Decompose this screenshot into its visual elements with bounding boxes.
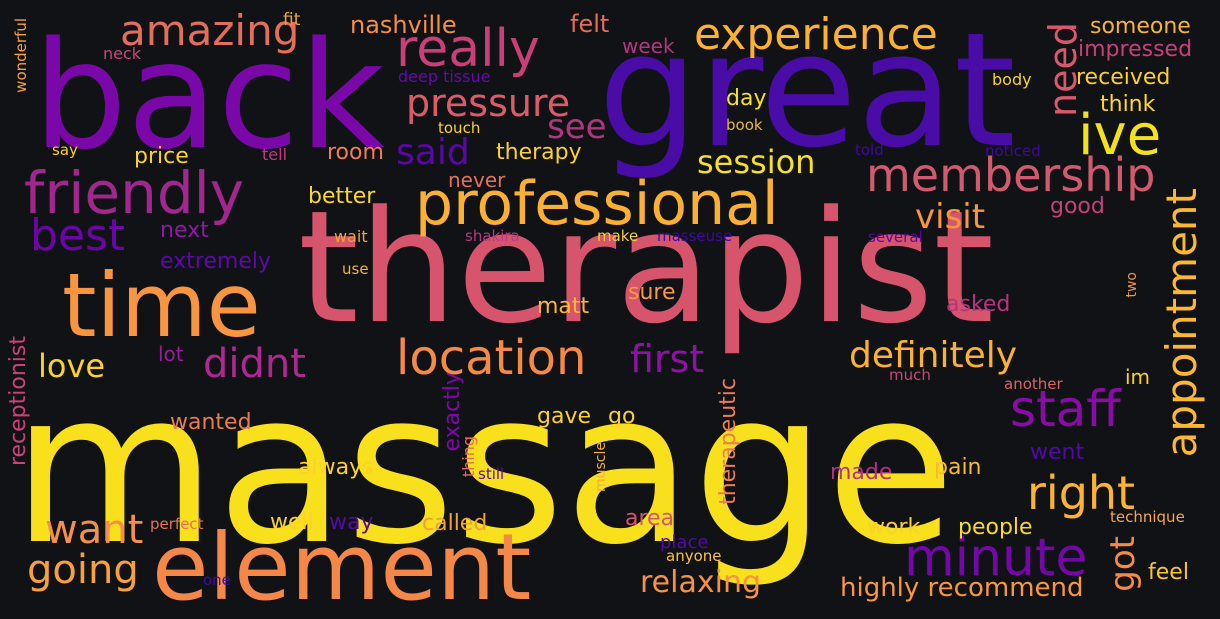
- word-asked: asked: [946, 292, 1011, 317]
- word-best: best: [30, 210, 126, 261]
- word-said: said: [396, 132, 470, 173]
- word-really: really: [396, 19, 540, 79]
- word-impressed: impressed: [1078, 37, 1193, 62]
- word-great: great: [598, 0, 1016, 183]
- word-wait: wait: [334, 227, 368, 246]
- word-love: love: [38, 347, 106, 385]
- word-way: way: [329, 510, 374, 535]
- word-room: room: [327, 140, 384, 165]
- word-shakira: shakira: [465, 227, 520, 245]
- word-nashville: nashville: [350, 11, 457, 39]
- word-element: element: [152, 514, 532, 619]
- word-next: next: [160, 218, 209, 243]
- word-receptionist: receptionist: [6, 336, 31, 467]
- word-perfect: perfect: [150, 515, 204, 533]
- word-membership: membership: [866, 148, 1156, 202]
- word-extremely: extremely: [160, 249, 271, 274]
- word-masseuse: masseuse: [657, 227, 733, 245]
- word-thing: thing: [459, 436, 478, 478]
- word-much: much: [889, 366, 931, 384]
- word-people: people: [958, 515, 1033, 540]
- word-time: time: [62, 254, 261, 357]
- word-two: two: [1124, 272, 1140, 298]
- word-another: another: [1004, 375, 1063, 393]
- word-session: session: [697, 143, 816, 181]
- word-massage: massage: [12, 346, 956, 591]
- word-minute: minute: [904, 528, 1088, 588]
- word-several: several: [868, 228, 923, 246]
- word-week: week: [622, 34, 675, 58]
- word-got: got: [1103, 536, 1143, 592]
- word-price: price: [134, 144, 189, 169]
- word-felt: felt: [570, 10, 610, 38]
- word-staff: staff: [1010, 380, 1121, 438]
- word-back: back: [33, 10, 385, 182]
- word-first: first: [630, 337, 705, 381]
- word-appointment: appointment: [1157, 188, 1206, 458]
- word-lot: lot: [158, 342, 184, 366]
- word-didnt: didnt: [203, 341, 306, 387]
- word-touch: touch: [438, 119, 481, 137]
- word-deep-tissue: deep tissue: [398, 67, 491, 86]
- word-place: place: [660, 532, 709, 553]
- word-technique: technique: [1110, 508, 1185, 526]
- word-called: called: [422, 511, 488, 536]
- word-sure: sure: [628, 280, 676, 305]
- word-want: want: [45, 507, 144, 553]
- word-right: right: [1027, 466, 1136, 520]
- word-good: good: [1050, 194, 1105, 219]
- word-see: see: [547, 107, 607, 147]
- word-neck: neck: [103, 44, 142, 63]
- word-muscle: muscle: [593, 442, 609, 493]
- word-someone: someone: [1090, 14, 1191, 39]
- word-therapy: therapy: [496, 140, 582, 165]
- word-pressure: pressure: [406, 81, 571, 125]
- word-go: go: [608, 404, 636, 429]
- word-fit: fit: [283, 10, 301, 30]
- word-amazing: amazing: [120, 6, 300, 55]
- word-told: told: [855, 141, 884, 159]
- word-still: still: [478, 465, 505, 483]
- word-highly-recommend: highly recommend: [840, 573, 1084, 603]
- word-im: im: [1125, 365, 1151, 389]
- word-feel: feel: [1148, 560, 1189, 585]
- word-say: say: [52, 141, 78, 159]
- word-book: book: [726, 116, 763, 134]
- word-made: made: [830, 460, 893, 485]
- word-relaxing: relaxing: [640, 565, 761, 600]
- word-location: location: [396, 330, 587, 386]
- word-went: went: [1030, 440, 1085, 465]
- word-one: one: [203, 571, 231, 589]
- word-friendly: friendly: [24, 159, 245, 227]
- word-pain: pain: [934, 455, 982, 480]
- word-gave: gave: [537, 404, 592, 429]
- word-make: make: [597, 227, 639, 245]
- word-wonderful: wonderful: [12, 18, 30, 93]
- word-tell: tell: [262, 145, 288, 164]
- word-anyone: anyone: [666, 547, 722, 565]
- word-definitely: definitely: [849, 335, 1018, 376]
- word-well: well: [270, 510, 314, 535]
- word-day: day: [726, 86, 767, 111]
- word-think: think: [1100, 92, 1156, 117]
- word-wanted: wanted: [170, 410, 252, 435]
- word-therapist: therapist: [298, 177, 995, 358]
- word-use: use: [342, 260, 369, 278]
- word-going: going: [27, 547, 139, 593]
- word-matt: matt: [537, 294, 590, 319]
- word-received: received: [1076, 65, 1171, 90]
- word-experience: experience: [694, 9, 938, 60]
- word-professional: professional: [415, 169, 779, 239]
- word-visit: visit: [915, 197, 986, 237]
- word-better: better: [308, 184, 376, 209]
- word-never: never: [448, 168, 506, 192]
- word-work: work: [867, 515, 921, 540]
- word-area: area: [625, 506, 675, 531]
- word-body: body: [992, 70, 1032, 89]
- word-therapeutic: therapeutic: [716, 378, 741, 505]
- word-ive: ive: [1078, 103, 1162, 168]
- word-always: always: [298, 455, 374, 480]
- word-noticed: noticed: [985, 142, 1041, 160]
